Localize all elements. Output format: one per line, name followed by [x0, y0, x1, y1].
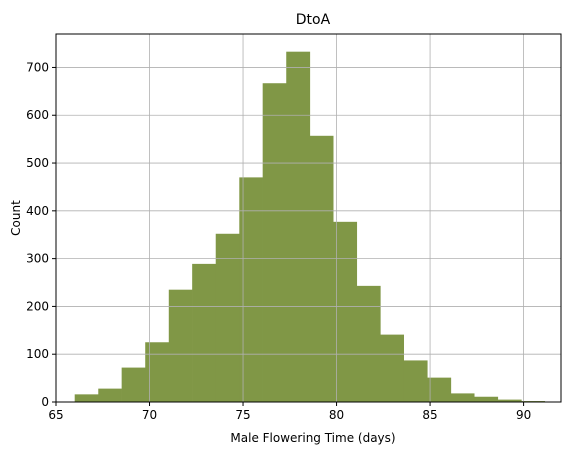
y-tick-label: 500 [26, 156, 49, 170]
histogram-bar [215, 233, 240, 402]
histogram-bar [98, 388, 122, 402]
y-tick-label: 200 [26, 299, 49, 313]
histogram-bar [333, 221, 358, 402]
histogram-bar [309, 135, 334, 402]
histogram-bar [74, 394, 99, 402]
y-axis-ticks: 0 100 200 300 400 500 600 700 [26, 60, 56, 409]
histogram-bar [192, 263, 217, 402]
histogram-bar [497, 399, 522, 402]
histogram-bar [380, 334, 405, 402]
grid-lines [55, 34, 561, 403]
y-tick-label: 400 [26, 204, 49, 218]
chart-title: DtoA [296, 12, 331, 28]
x-axis-ticks: 65 70 75 80 85 90 [48, 402, 531, 422]
histogram-bar [427, 377, 452, 402]
y-tick-label: 700 [26, 60, 49, 74]
x-tick-label: 85 [422, 408, 437, 422]
histogram-bar [450, 393, 475, 402]
histogram-bar [356, 285, 381, 402]
histogram-bars [74, 51, 546, 403]
x-tick-label: 90 [516, 408, 531, 422]
histogram-bar [286, 51, 311, 403]
y-axis-label: Count [9, 200, 23, 236]
y-tick-label: 0 [41, 395, 49, 409]
histogram-bar [145, 342, 170, 402]
histogram-bar [168, 289, 193, 402]
histogram-bar [121, 367, 146, 402]
x-axis-label: Male Flowering Time (days) [230, 431, 395, 445]
x-tick-label: 75 [235, 408, 250, 422]
y-tick-label: 100 [26, 347, 49, 361]
histogram-bar [239, 177, 263, 402]
x-tick-label: 80 [329, 408, 344, 422]
plot-frame [55, 33, 562, 403]
y-tick-label: 300 [26, 252, 49, 266]
x-tick-label: 65 [48, 408, 63, 422]
y-tick-label: 600 [26, 108, 49, 122]
x-tick-label: 70 [142, 408, 157, 422]
histogram-bar [403, 360, 428, 402]
histogram-bar [474, 396, 499, 402]
